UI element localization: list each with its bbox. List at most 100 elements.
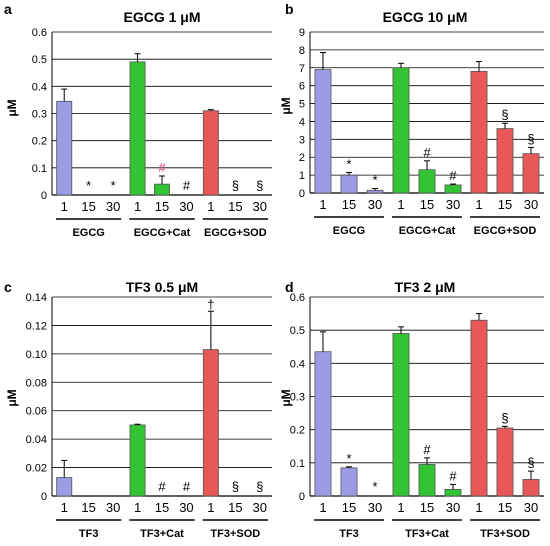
bar <box>392 67 410 194</box>
y-tick-label: 0.1 <box>290 458 305 470</box>
group-label: TF3+Cat <box>405 528 449 540</box>
x-tick-label: 15 <box>228 500 242 515</box>
bar <box>129 424 146 497</box>
panel-a: a EGCG 1 μM μM 0 0.1 0.2 0.3 0.4 0.5 0.6 1 * 15 * 30 1 #… <box>4 1 272 239</box>
group-label: TF3+Cat <box>140 528 184 540</box>
x-tick-label: 30 <box>368 500 382 515</box>
bar <box>418 464 436 497</box>
y-axis-label: μM <box>5 99 19 116</box>
x-tick-label: 15 <box>81 500 95 515</box>
annotation-symbol: # <box>158 479 166 494</box>
x-tick-label: 1 <box>397 500 404 515</box>
bar <box>444 184 462 194</box>
x-tick-label: 15 <box>420 500 434 515</box>
annotation-symbol: § <box>256 178 263 193</box>
panel-label: c <box>4 279 12 295</box>
x-tick-label: 1 <box>319 197 326 212</box>
x-tick-label: 1 <box>475 500 482 515</box>
panel-label: a <box>4 1 12 17</box>
x-tick-label: 30 <box>253 500 267 515</box>
x-tick-label: 30 <box>368 197 382 212</box>
x-tick-label: 30 <box>446 197 460 212</box>
y-tick-label: 2 <box>299 152 305 164</box>
x-tick-label: 1 <box>475 197 482 212</box>
y-tick-label: 0.3 <box>32 109 47 121</box>
y-tick-label: 0.6 <box>290 292 305 304</box>
annotation-symbol: * <box>111 178 116 193</box>
annotation-symbol: * <box>372 173 377 188</box>
annotation-symbol: † <box>207 297 214 312</box>
x-tick-label: 15 <box>155 500 169 515</box>
x-tick-label: 1 <box>397 197 404 212</box>
group-label: TF3 <box>339 528 359 540</box>
y-tick-label: 7 <box>299 63 305 75</box>
x-tick-label: 1 <box>319 500 326 515</box>
y-tick-label: 0 <box>299 188 305 200</box>
chart-title: EGCG 1 μM <box>123 9 200 25</box>
annotation-symbol: § <box>501 107 508 122</box>
group-label: EGCG+Cat <box>399 225 456 237</box>
annotation-symbol: # <box>158 160 166 175</box>
y-tick-label: 0.1 <box>32 163 47 175</box>
x-tick-label: 15 <box>81 199 95 214</box>
group-label: TF3+SOD <box>480 528 530 540</box>
group-label: EGCG+Cat <box>134 227 191 239</box>
annotation-symbol: * <box>346 156 351 171</box>
annotation-symbol: § <box>527 455 534 470</box>
x-tick-label: 30 <box>524 197 538 212</box>
x-tick-label: 15 <box>228 199 242 214</box>
y-tick-label: 0.3 <box>290 392 305 404</box>
y-tick-label: 0.14 <box>26 292 47 304</box>
bar <box>444 488 462 497</box>
annotation-symbol: § <box>232 479 239 494</box>
annotation-symbol: § <box>527 131 534 146</box>
y-tick-label: 0 <box>299 491 305 503</box>
x-tick-label: 1 <box>207 500 214 515</box>
annotation-symbol: # <box>449 168 457 183</box>
group-label: EGCG <box>333 225 365 237</box>
group-label: TF3+SOD <box>210 528 260 540</box>
annotation-symbol: # <box>449 468 457 483</box>
annotation-symbol: * <box>86 178 91 193</box>
bar <box>202 349 219 497</box>
bar <box>418 169 436 194</box>
x-tick-label: 15 <box>498 197 512 212</box>
panel-c: c TF3 0.5 μM μM 0 0.02 0.04 0.06 0.08 0.10 0.12 0.… <box>4 279 272 540</box>
x-tick-label: 1 <box>61 199 68 214</box>
bar <box>56 477 73 497</box>
y-tick-label: 0.02 <box>26 463 47 475</box>
group-label: EGCG+SOD <box>474 225 537 237</box>
x-tick-label: 15 <box>155 199 169 214</box>
group-label: EGCG <box>72 227 104 239</box>
x-tick-label: 30 <box>524 500 538 515</box>
y-tick-label: 0.04 <box>26 434 47 446</box>
y-tick-label: 5 <box>299 99 305 111</box>
annotation-symbol: # <box>423 442 431 457</box>
y-tick-label: 1 <box>299 170 305 182</box>
y-tick-label: 3 <box>299 134 305 146</box>
y-tick-label: 0.2 <box>290 425 305 437</box>
annotation-symbol: # <box>423 145 431 160</box>
panel-d: d TF3 2 μM μM 0 0.1 0.2 0.3 0.4 0.5 0.6 1 * 15 * 30 1 #1… <box>279 279 544 540</box>
x-tick-label: 1 <box>134 199 141 214</box>
x-tick-label: 30 <box>446 500 460 515</box>
y-tick-label: 9 <box>299 27 305 39</box>
panel-label: d <box>285 279 294 295</box>
y-tick-label: 0.5 <box>290 325 305 337</box>
x-tick-label: 15 <box>342 500 356 515</box>
y-tick-label: 0.06 <box>26 406 47 418</box>
y-tick-label: 0.6 <box>32 27 47 39</box>
chart-title: EGCG 10 μM <box>383 9 468 25</box>
y-tick-label: 0.4 <box>290 358 305 370</box>
bar <box>314 69 332 194</box>
y-tick-label: 0.4 <box>32 81 47 93</box>
group-label: EGCG+SOD <box>204 227 267 239</box>
x-tick-label: 1 <box>207 199 214 214</box>
bar <box>129 61 146 196</box>
y-tick-label: 8 <box>299 45 305 57</box>
annotation-symbol: § <box>232 178 239 193</box>
annotation-symbol: § <box>501 410 508 425</box>
bar <box>202 110 219 196</box>
y-axis-label: μM <box>5 389 19 406</box>
y-axis-label: μM <box>279 389 293 406</box>
